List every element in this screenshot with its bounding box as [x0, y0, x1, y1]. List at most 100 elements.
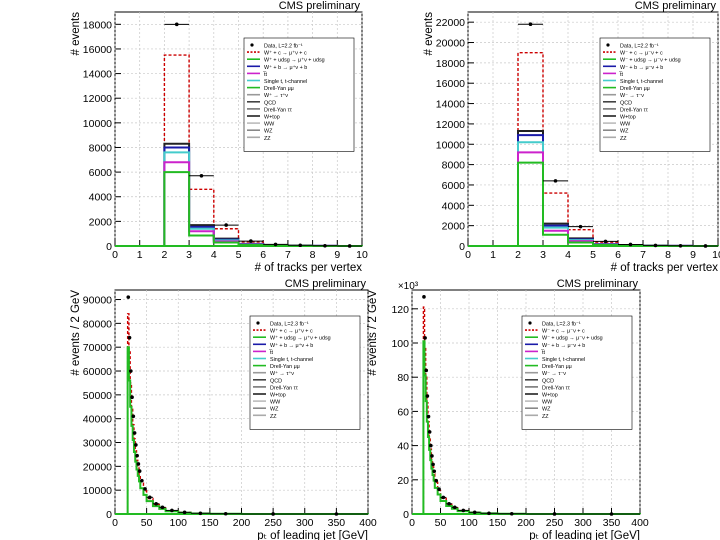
- y-tick-label: 2000: [442, 221, 466, 233]
- data-point: [127, 335, 132, 340]
- y-axis-label: # events / 2 GeV: [367, 290, 379, 376]
- y-tick-label: 0: [106, 241, 112, 253]
- data-point: [174, 22, 179, 27]
- data-point: [432, 469, 437, 474]
- data-point: [703, 244, 708, 248]
- data-point: [434, 478, 439, 483]
- legend-label: W⁻ → τ⁻ν: [542, 371, 566, 377]
- y-tick-label: 20000: [436, 38, 465, 50]
- legend-label: t̅t: [541, 349, 546, 356]
- y-tick-label: 2000: [89, 216, 113, 228]
- x-tick-label: 0: [112, 517, 118, 529]
- data-point: [437, 487, 441, 492]
- legend-label: W⁻ → τ⁻ν: [620, 93, 644, 99]
- data-point: [628, 242, 633, 247]
- x-tick-label: 100: [460, 517, 478, 529]
- data-point: [452, 505, 457, 510]
- chart-panel-3: 0 10000 20000 30000 40000 50000 60000 70000 8000…: [70, 278, 377, 540]
- legend-swatch-data: [528, 321, 532, 325]
- x-tick-label: 5: [236, 249, 242, 261]
- x-tick-label: 8: [310, 249, 316, 261]
- data-point: [603, 239, 608, 244]
- legend-label: WW: [264, 122, 275, 128]
- data-point: [249, 239, 253, 243]
- legend-label: W⁻ + udsg → μ⁻ν + udsg: [620, 58, 681, 64]
- x-tick-label: 0: [409, 517, 415, 529]
- y-tick-label: 60: [397, 406, 409, 418]
- data-point: [143, 487, 147, 491]
- legend-label: W⁻ + b → μ⁻ν + b: [620, 65, 663, 71]
- legend-label: W⁻ + c → μ⁻ν + c: [542, 329, 585, 335]
- y-axis-label: # events: [423, 12, 435, 56]
- data-point: [182, 510, 187, 515]
- x-tick-label: 400: [631, 517, 649, 529]
- data-point: [678, 243, 683, 248]
- data-point: [224, 223, 228, 227]
- y-tick-label: 0: [403, 509, 409, 521]
- y-tick-label: 60000: [83, 366, 112, 378]
- data-point: [578, 224, 583, 229]
- legend-label: W⁺ + b → μ⁺ν + b: [270, 343, 313, 349]
- y-tick-label: 40: [397, 441, 409, 453]
- legend-label: W+top: [542, 393, 558, 399]
- y-tick-label: 4000: [442, 200, 466, 212]
- legend-label: Data, L=2.2 fb⁻¹: [620, 44, 659, 50]
- legend-label: Data, L=2.3 fb⁻¹: [542, 322, 581, 328]
- chart-title: CMS preliminary: [557, 278, 639, 290]
- y-tick-label: 4000: [89, 192, 113, 204]
- y-tick-label: 14000: [436, 99, 465, 111]
- data-point: [323, 243, 327, 248]
- x-tick-label: 50: [435, 517, 447, 529]
- data-point: [147, 495, 152, 500]
- data-point: [609, 512, 614, 516]
- legend-label: Single t, t-channel: [270, 357, 313, 363]
- x-tick-label: 2: [161, 249, 167, 261]
- x-tick-label: 4: [565, 249, 571, 261]
- x-tick-label: 250: [264, 517, 282, 529]
- chart-title: CMS preliminary: [279, 0, 361, 12]
- legend-label: QCD: [620, 100, 632, 106]
- data-point: [160, 505, 165, 510]
- legend-label: ZZ: [270, 414, 277, 420]
- y-tick-label: 16000: [436, 78, 465, 90]
- x-tick-label: 10: [712, 249, 720, 261]
- x-tick-label: 200: [517, 517, 535, 529]
- legend-box: [243, 37, 355, 152]
- data-point: [441, 495, 446, 500]
- data-point: [461, 508, 466, 513]
- legend-label: Data, L=2.2 fb⁻¹: [264, 44, 303, 50]
- chart-title: CMS preliminary: [635, 0, 717, 12]
- legend-label: Single t, t-channel: [542, 357, 585, 363]
- y-tick-label: 0: [106, 509, 112, 521]
- chart-title: CMS preliminary: [285, 278, 367, 290]
- legend-box: [249, 315, 361, 430]
- legend-label: W⁺ + b → μ⁺ν + b: [264, 65, 307, 71]
- legend-label: t̅t: [619, 71, 624, 78]
- data-point: [140, 478, 144, 483]
- legend-label: Data, L=2.3 fb⁻¹: [270, 322, 309, 328]
- legend-label: WW: [542, 400, 553, 406]
- y-tick-label: 80000: [83, 318, 112, 330]
- data-point: [427, 430, 432, 434]
- legend-label: W⁺ → τ⁺ν: [264, 93, 288, 99]
- legend-swatch-data: [606, 43, 610, 47]
- y-tick-label: 70000: [83, 342, 112, 354]
- legend-label: ZZ: [264, 136, 271, 142]
- y-tick-label: 40000: [83, 414, 112, 426]
- legend-label: ZZ: [542, 414, 549, 420]
- x-tick-label: 8: [665, 249, 671, 261]
- legend-box: [521, 315, 633, 430]
- legend-label: Drell-Yan μμ: [620, 86, 650, 92]
- y-tick-label: 100: [391, 338, 409, 350]
- x-tick-label: 6: [615, 249, 621, 261]
- x-tick-label: 1: [490, 249, 496, 261]
- legend-label: Drell-Yan μμ: [264, 86, 294, 92]
- legend-label: Single t, t-channel: [264, 79, 307, 85]
- y-tick-label: 14000: [83, 69, 112, 81]
- y-tick-label: 8000: [442, 160, 466, 172]
- x-tick-label: 250: [546, 517, 564, 529]
- data-point: [423, 336, 427, 340]
- data-point: [552, 512, 557, 516]
- legend-label: Drell-Yan ττ: [270, 385, 299, 391]
- y-tick-label: 20000: [83, 461, 112, 473]
